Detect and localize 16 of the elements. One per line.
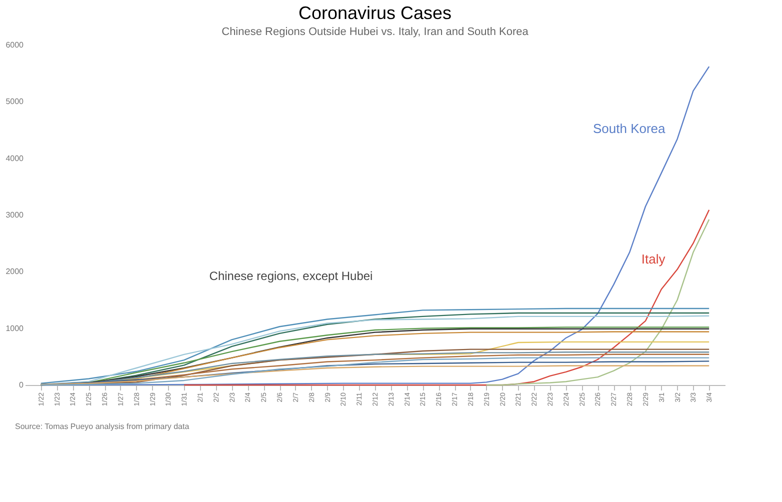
line-series: [486, 218, 710, 386]
annotation: Chinese regions, except Hubei: [209, 269, 373, 284]
y-tick-label: 5000: [6, 97, 24, 106]
y-tick-label: 4000: [6, 154, 24, 163]
line-series: [40, 365, 710, 386]
y-tick-label: 1000: [6, 324, 24, 333]
series-label: South Korea: [592, 121, 666, 136]
y-tick-label: 2000: [6, 267, 24, 276]
chart-subtitle: Chinese Regions Outside Hubei vs. Italy, Iran and South Korea: [222, 26, 530, 38]
chart-title: Coronavirus Cases: [298, 3, 452, 23]
source-note: Source: Tomas Pueyo analysis from primary data: [15, 422, 190, 431]
y-tick-label: 0: [19, 380, 24, 390]
series-label: Italy: [641, 251, 666, 266]
y-tick-label: 3000: [6, 210, 24, 220]
y-tick-label: 6000: [6, 40, 24, 50]
line-series: [183, 209, 710, 386]
